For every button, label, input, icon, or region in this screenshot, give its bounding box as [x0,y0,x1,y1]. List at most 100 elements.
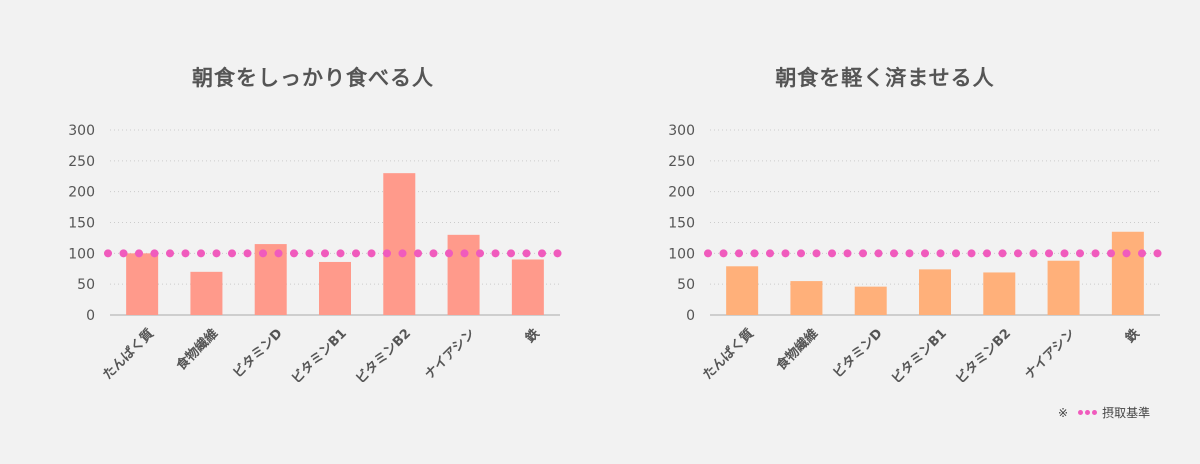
reference-dot [352,249,360,258]
x-tick-label: ビタミンB2 [353,326,414,387]
reference-dot [704,249,712,258]
reference-dot [228,249,236,258]
y-tick-label: 0 [686,308,695,324]
legend: ※ 摂取基準 [1058,404,1150,421]
reference-dot [828,249,836,258]
bar [511,259,544,315]
left-chart-title: 朝食をしっかり食べる人 [192,66,434,90]
reference-dot [1076,249,1084,258]
y-tick-label: 0 [86,308,95,324]
reference-dot [538,249,546,258]
reference-dot [1138,249,1146,258]
reference-dot [921,249,929,258]
reference-dot [119,249,128,258]
reference-dot [290,249,298,258]
reference-dot [135,249,143,258]
bar [447,234,480,315]
x-tick-label: ビタミンB1 [888,326,949,387]
reference-dot [998,249,1007,258]
reference-dot [305,249,314,258]
legend-dot [1078,410,1084,415]
reference-dot [1029,249,1038,258]
reference-dot [104,249,112,258]
right-bar-chart: 0 50 100 150 200 250 300 たんぱく質 食物繊維 ビタミンD ビタミンB1 ビタ… [668,123,1162,387]
reference-dot [166,249,174,258]
reference-dot [719,249,728,258]
reference-dot [1014,249,1022,258]
reference-dot [181,249,190,258]
x-tick-label: ビタミンD [830,325,886,381]
bar [126,253,159,315]
reference-dot [243,249,252,258]
reference-dot [983,249,991,258]
legend-dots [1078,410,1099,415]
reference-dot [843,249,852,258]
reference-dot [1060,249,1069,258]
y-tick-label: 200 [68,185,95,201]
reference-dot [522,249,531,258]
reference-dot [259,249,267,258]
left-bar-chart: 0 50 100 150 200 250 300 たんぱく質 食物繊維 ビタミンD ビタミンB1 ビタ… [68,123,562,387]
reference-dot [460,249,469,258]
bar [726,266,759,315]
x-tick-label: 食物繊維 [173,326,221,374]
bar [919,269,951,315]
reference-dot [398,249,407,258]
reference-dot [383,249,391,258]
reference-dot [936,249,945,258]
reference-dot [553,249,562,258]
reference-dot [890,249,898,258]
x-tick-label: たんぱく質 [100,326,157,383]
y-tick-label: 300 [68,123,95,139]
reference-dot [735,249,743,258]
bar [1047,260,1080,315]
bar [190,271,223,315]
reference-dot [429,249,438,258]
y-tick-label: 250 [668,154,695,170]
x-tick-label: ビタミンB1 [288,326,349,387]
y-tick-label: 150 [68,216,95,232]
reference-dot [212,249,221,258]
y-tick-label: 250 [68,154,95,170]
reference-dot [905,249,914,258]
legend-dot [1092,410,1098,415]
bar [319,261,351,315]
reference-dot [274,249,283,258]
reference-dot [367,249,376,258]
reference-dot [1122,249,1131,258]
y-tick-label: 50 [77,277,95,293]
reference-dot [491,249,500,258]
x-tick-label: ナイアシン [1022,326,1078,382]
x-tick-label: ナイアシン [422,326,478,382]
x-tick-label: たんぱく質 [700,326,757,383]
reference-dot [781,249,790,258]
bar [854,286,887,315]
reference-dot [812,249,821,258]
reference-dot [336,249,345,258]
reference-dot [414,249,422,258]
x-tick-label: 鉄 [522,326,543,347]
reference-dot [1107,249,1115,258]
reference-dot [321,249,329,258]
reference-dot [1045,249,1053,258]
reference-dot [859,249,867,258]
reference-dot [197,249,205,258]
y-tick-label: 300 [668,123,695,139]
reference-dot [766,249,774,258]
y-tick-label: 150 [668,216,695,232]
bar [383,173,416,315]
legend-note-mark: ※ [1058,405,1069,420]
legend-dot [1085,410,1091,415]
right-chart-title: 朝食を軽く済ませる人 [775,66,995,90]
y-tick-label: 50 [677,277,695,293]
y-tick-label: 200 [668,185,695,201]
reference-dot [1091,249,1100,258]
y-tick-label: 100 [668,246,695,262]
bar [1111,231,1144,315]
x-tick-label: 食物繊維 [773,326,821,374]
reference-dot [750,249,759,258]
reference-dot [476,249,484,258]
bar [790,281,823,315]
legend-label: 摂取基準 [1102,406,1151,420]
